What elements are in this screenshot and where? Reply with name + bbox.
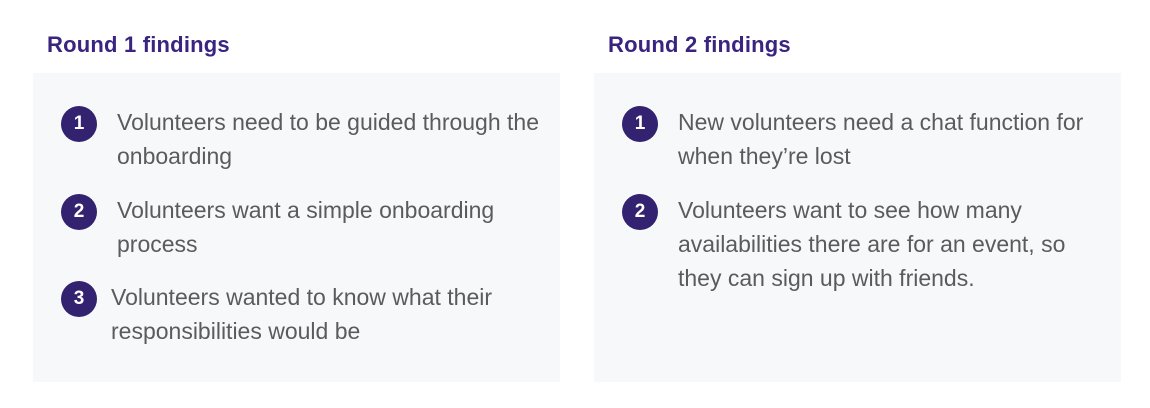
finding-text: Volunteers want to see how many availabi… [678, 197, 1066, 291]
round-1-heading: Round 1 findings [47, 32, 230, 57]
finding-text: Volunteers want a simple onboarding proc… [117, 197, 495, 257]
number-badge: 2 [622, 194, 658, 230]
round-1-finding-2: 2 Volunteers want a simple onboarding pr… [61, 193, 557, 261]
number-badge: 1 [61, 106, 97, 142]
round-2-heading: Round 2 findings [608, 32, 791, 57]
round-1-findings-card: 1 Volunteers need to be guided through t… [33, 73, 560, 382]
finding-text: Volunteers need to be guided through the… [117, 109, 540, 169]
number-badge: 1 [622, 106, 658, 142]
round-2-findings-card: 1 New volunteers need a chat function fo… [594, 73, 1121, 382]
round-1-finding-3: 3 Volunteers wanted to know what their r… [61, 280, 511, 348]
round-2-finding-2: 2 Volunteers want to see how many availa… [622, 193, 1098, 295]
number-badge: 2 [61, 194, 97, 230]
number-badge: 3 [61, 281, 97, 317]
round-2-finding-1: 1 New volunteers need a chat function fo… [622, 105, 1113, 173]
round-1-finding-1: 1 Volunteers need to be guided through t… [61, 105, 557, 173]
finding-text: Volunteers wanted to know what their res… [111, 284, 493, 344]
finding-text: New volunteers need a chat function for … [678, 109, 1084, 169]
